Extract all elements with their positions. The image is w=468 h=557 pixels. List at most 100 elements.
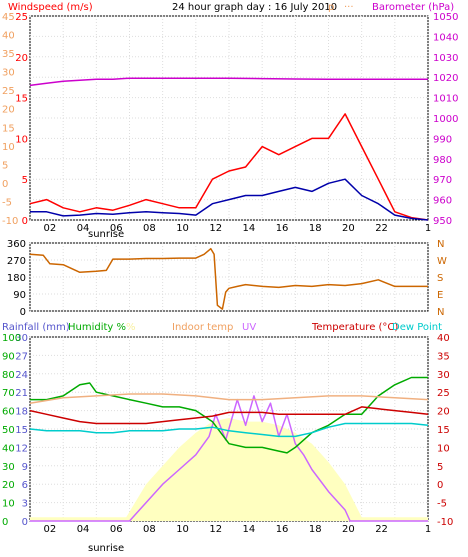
wind-tick-0: 0 bbox=[22, 216, 28, 227]
temp-tick-25: 25 bbox=[437, 388, 450, 399]
rainfall-axis-label: Rainfall (mm) bbox=[2, 322, 70, 333]
temp2-tick-15: 15 bbox=[2, 123, 15, 134]
x-tick-bottom-22: 22 bbox=[375, 524, 388, 535]
legend-extra-percent: % bbox=[126, 322, 136, 333]
temp2-tick-10: 10 bbox=[2, 142, 15, 153]
baro-tick-1020: 1020 bbox=[433, 73, 458, 84]
x-tick-top-20: 20 bbox=[342, 223, 355, 234]
x-tick-top-16: 16 bbox=[276, 223, 289, 234]
humidity-tick-0: 0 bbox=[2, 517, 8, 528]
wind-tick-10: 10 bbox=[15, 134, 28, 145]
temp2-tick-35: 35 bbox=[2, 49, 15, 60]
baro-tick-950: 950 bbox=[433, 216, 452, 227]
compass-tick-0: N bbox=[437, 239, 444, 250]
wind-tick-20: 20 bbox=[15, 53, 28, 64]
baro-tick-960: 960 bbox=[433, 196, 452, 207]
sunrise-label-top: sunrise bbox=[88, 229, 124, 240]
windspeed-axis-label: Windspeed (m/s) bbox=[8, 2, 93, 13]
humidity-tick-60: 60 bbox=[2, 407, 15, 418]
chart-title: 24 hour graph day : 16 July 2010 bbox=[172, 2, 337, 13]
series-0-1 bbox=[29, 113, 429, 221]
uv-legend: UV bbox=[242, 322, 256, 333]
series-0-2 bbox=[30, 178, 429, 221]
temp2-tick-40: 40 bbox=[2, 31, 15, 42]
dir-tick-360: 360 bbox=[7, 239, 26, 250]
series-2-5 bbox=[29, 422, 429, 438]
baro-tick-980: 980 bbox=[433, 155, 452, 166]
x-tick-bottom-1: 1 bbox=[425, 524, 431, 535]
series-2-4 bbox=[29, 406, 429, 425]
dew-point-legend: Dew Point bbox=[392, 322, 442, 333]
dir-tick-0: 0 bbox=[20, 307, 26, 318]
humidity-axis-label: Humidity % bbox=[68, 322, 126, 333]
compass-tick-4: N bbox=[437, 307, 444, 318]
series-group bbox=[29, 77, 429, 522]
temp-tick--10: -10 bbox=[437, 517, 453, 528]
temp2-tick--10: -10 bbox=[2, 216, 18, 227]
temp2-tick-45: 45 bbox=[2, 12, 15, 23]
rain-tick-15: 15 bbox=[15, 425, 28, 436]
x-tick-top-1: 1 bbox=[425, 223, 431, 234]
baro-tick-990: 990 bbox=[433, 134, 452, 145]
temp2-tick-5: 5 bbox=[2, 160, 8, 171]
dir-tick-180: 180 bbox=[7, 273, 26, 284]
temp-tick-10: 10 bbox=[437, 443, 450, 454]
humidity-tick-90: 90 bbox=[2, 351, 15, 362]
dir-tick-270: 270 bbox=[7, 256, 26, 267]
x-tick-top-18: 18 bbox=[309, 223, 322, 234]
compass-tick-1: W bbox=[437, 256, 447, 267]
humidity-tick-30: 30 bbox=[2, 462, 15, 473]
humidity-tick-70: 70 bbox=[2, 388, 15, 399]
baro-tick-970: 970 bbox=[433, 175, 452, 186]
series-2-3 bbox=[29, 393, 429, 404]
series-2-1 bbox=[30, 395, 428, 522]
x-tick-bottom-06: 06 bbox=[110, 524, 123, 535]
legend-extra-p: p bbox=[328, 2, 334, 13]
tick-labels: 02 04 06 08 10 12 14 16 18 20 22 102 04 06 08 10 12 14 16 1… bbox=[2, 12, 458, 535]
humidity-tick-20: 20 bbox=[2, 480, 15, 491]
x-tick-top-06: 06 bbox=[110, 223, 123, 234]
x-tick-bottom-20: 20 bbox=[342, 524, 355, 535]
x-tick-bottom-12: 12 bbox=[209, 524, 222, 535]
rain-tick-0: 0 bbox=[22, 517, 28, 528]
baro-tick-1030: 1030 bbox=[433, 53, 458, 64]
x-tick-bottom-10: 10 bbox=[176, 524, 189, 535]
x-tick-top-22: 22 bbox=[375, 223, 388, 234]
rain-tick-9: 9 bbox=[22, 462, 28, 473]
x-tick-bottom-02: 02 bbox=[44, 524, 57, 535]
rain-tick-27: 27 bbox=[15, 351, 28, 362]
gridlines bbox=[29, 15, 429, 522]
dir-tick-90: 90 bbox=[13, 290, 26, 301]
x-tick-bottom-14: 14 bbox=[243, 524, 256, 535]
temp2-tick--5: -5 bbox=[2, 197, 12, 208]
baro-tick-1050: 1050 bbox=[433, 12, 458, 23]
temp-tick-40: 40 bbox=[437, 333, 450, 344]
temp-tick-35: 35 bbox=[437, 351, 450, 362]
rain-tick-24: 24 bbox=[15, 370, 28, 381]
sunrise-label-bottom: sunrise bbox=[88, 543, 124, 554]
wind-tick-5: 5 bbox=[22, 175, 28, 186]
temp-tick-5: 5 bbox=[437, 462, 443, 473]
wind-tick-15: 15 bbox=[15, 94, 28, 105]
x-tick-top-12: 12 bbox=[209, 223, 222, 234]
temp2-tick-25: 25 bbox=[2, 86, 15, 97]
baro-tick-1040: 1040 bbox=[433, 32, 458, 43]
x-tick-bottom-16: 16 bbox=[276, 524, 289, 535]
x-tick-top-04: 04 bbox=[77, 223, 90, 234]
baro-tick-1000: 1000 bbox=[433, 114, 458, 125]
legend-dots: ··· bbox=[344, 2, 354, 13]
rain-tick-30: 30 bbox=[15, 333, 28, 344]
compass-tick-3: E bbox=[437, 290, 443, 301]
x-tick-bottom-04: 04 bbox=[77, 524, 90, 535]
indoor-temp-legend: Indoor temp bbox=[172, 322, 233, 333]
temperature-axis-label: Temperature (°C) bbox=[311, 322, 398, 333]
x-tick-top-02: 02 bbox=[44, 223, 57, 234]
series-1-0 bbox=[29, 247, 428, 310]
temp2-tick-0: 0 bbox=[2, 179, 8, 190]
baro-tick-1010: 1010 bbox=[433, 94, 458, 105]
x-tick-top-10: 10 bbox=[176, 223, 189, 234]
temp-tick-15: 15 bbox=[437, 425, 450, 436]
x-tick-bottom-08: 08 bbox=[143, 524, 156, 535]
temp-tick-20: 20 bbox=[437, 407, 450, 418]
humidity-tick-50: 50 bbox=[2, 425, 15, 436]
